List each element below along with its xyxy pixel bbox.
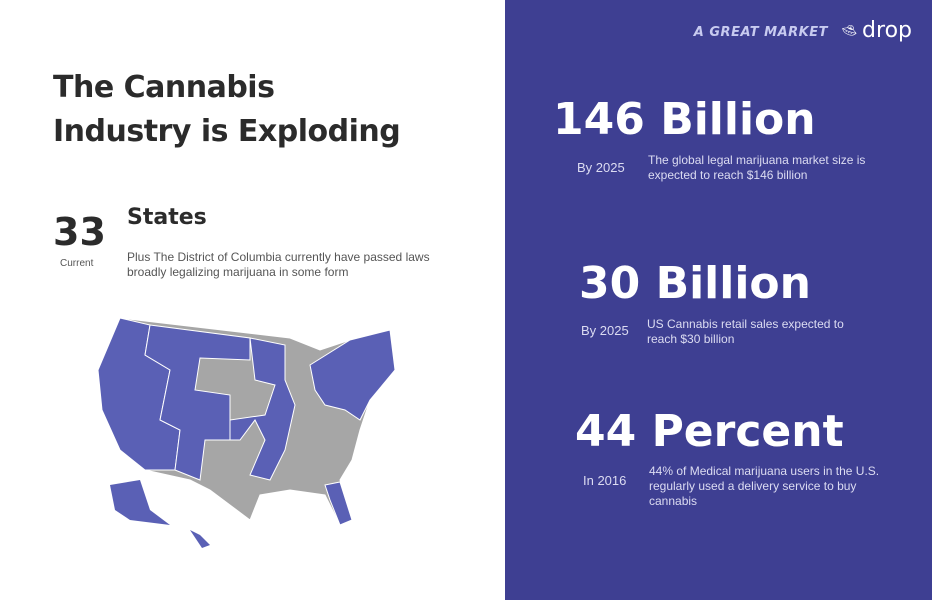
stat-value: 146 bbox=[553, 94, 645, 145]
states-heading: States bbox=[127, 205, 207, 230]
map-legal-central bbox=[229, 337, 296, 481]
title-line-2: Industry is Exploding bbox=[53, 114, 401, 149]
stat-unit: Percent bbox=[651, 406, 844, 457]
ufo-icon: 🛸︎ bbox=[840, 22, 859, 39]
stat-value: 30 bbox=[579, 258, 641, 309]
stat-when: By 2025 bbox=[581, 323, 629, 338]
us-legalization-map bbox=[97, 317, 396, 548]
right-panel: A GREAT MARKET 🛸︎ drop 146 Billion By 20… bbox=[505, 0, 932, 600]
map-legal-mountain bbox=[144, 324, 251, 481]
stat-description: The global legal marijuana market size i… bbox=[648, 153, 866, 182]
stat-when: In 2016 bbox=[583, 473, 627, 488]
states-count-label: Current bbox=[60, 258, 94, 269]
tagline: A GREAT MARKET bbox=[693, 25, 828, 40]
stat-description: US Cannabis retail sales expected to rea… bbox=[647, 317, 844, 346]
map-legal-florida bbox=[324, 481, 353, 526]
page-title: The Cannabis Industry is Exploding bbox=[53, 66, 401, 154]
brand-logo: 🛸︎ drop bbox=[840, 18, 912, 43]
stat-unit: Billion bbox=[655, 258, 811, 309]
left-panel: The Cannabis Industry is Exploding 33 Cu… bbox=[53, 66, 430, 548]
brand-name: drop bbox=[862, 18, 912, 43]
states-count: 33 bbox=[53, 210, 106, 254]
stat-unit: Billion bbox=[660, 94, 816, 145]
map-legal-northeast bbox=[309, 329, 396, 421]
stat-when: By 2025 bbox=[577, 160, 625, 175]
states-description: Plus The District of Columbia currently … bbox=[127, 250, 430, 279]
title-line-1: The Cannabis bbox=[53, 70, 275, 105]
stat-value: 44 bbox=[575, 406, 637, 457]
map-legal-hawaii bbox=[190, 530, 210, 548]
stat-description: 44% of Medical marijuana users in the U.… bbox=[649, 464, 880, 508]
map-legal-alaska bbox=[110, 480, 170, 525]
